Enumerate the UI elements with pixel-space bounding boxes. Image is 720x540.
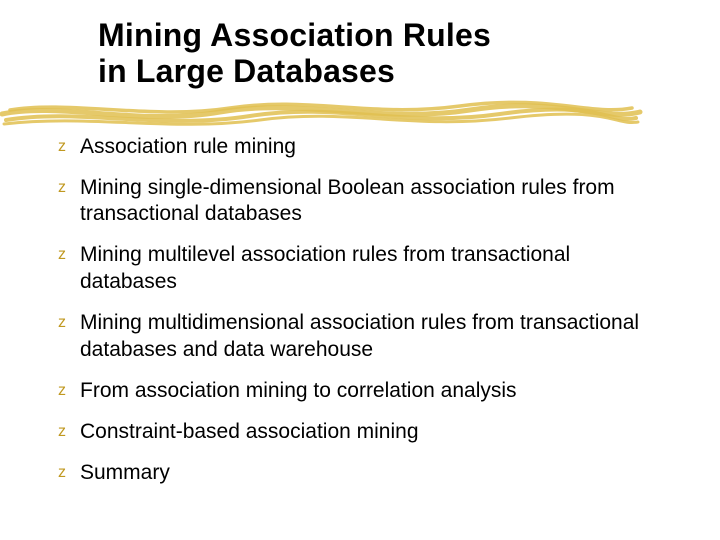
list-item: z From association mining to correlation…	[54, 378, 680, 405]
bullet-text: Association rule mining	[80, 134, 296, 161]
list-item: z Mining multidimensional association ru…	[54, 310, 680, 364]
bullet-text: Mining multidimensional association rule…	[80, 310, 660, 364]
bullet-text: Mining single-dimensional Boolean associ…	[80, 175, 660, 229]
bullet-text: Summary	[80, 460, 170, 487]
bullet-text: Constraint-based association mining	[80, 419, 419, 446]
bullet-icon: z	[54, 139, 70, 155]
bullet-icon: z	[54, 315, 70, 331]
bullet-icon: z	[54, 383, 70, 399]
list-item: z Constraint-based association mining	[54, 419, 680, 446]
slide-title-line1: Mining Association Rules	[98, 18, 680, 54]
list-item: z Mining single-dimensional Boolean asso…	[54, 175, 680, 229]
bullet-list: z Association rule mining z Mining singl…	[54, 134, 680, 487]
bullet-text: Mining multilevel association rules from…	[80, 242, 660, 296]
title-block: Mining Association Rules in Large Databa…	[98, 18, 680, 90]
bullet-icon: z	[54, 424, 70, 440]
bullet-icon: z	[54, 180, 70, 196]
bullet-icon: z	[54, 247, 70, 263]
list-item: z Summary	[54, 460, 680, 487]
list-item: z Association rule mining	[54, 134, 680, 161]
bullet-text: From association mining to correlation a…	[80, 378, 517, 405]
slide: Mining Association Rules in Large Databa…	[0, 0, 720, 540]
slide-title-line2: in Large Databases	[98, 54, 680, 90]
list-item: z Mining multilevel association rules fr…	[54, 242, 680, 296]
bullet-icon: z	[54, 465, 70, 481]
title-underline	[0, 98, 720, 132]
